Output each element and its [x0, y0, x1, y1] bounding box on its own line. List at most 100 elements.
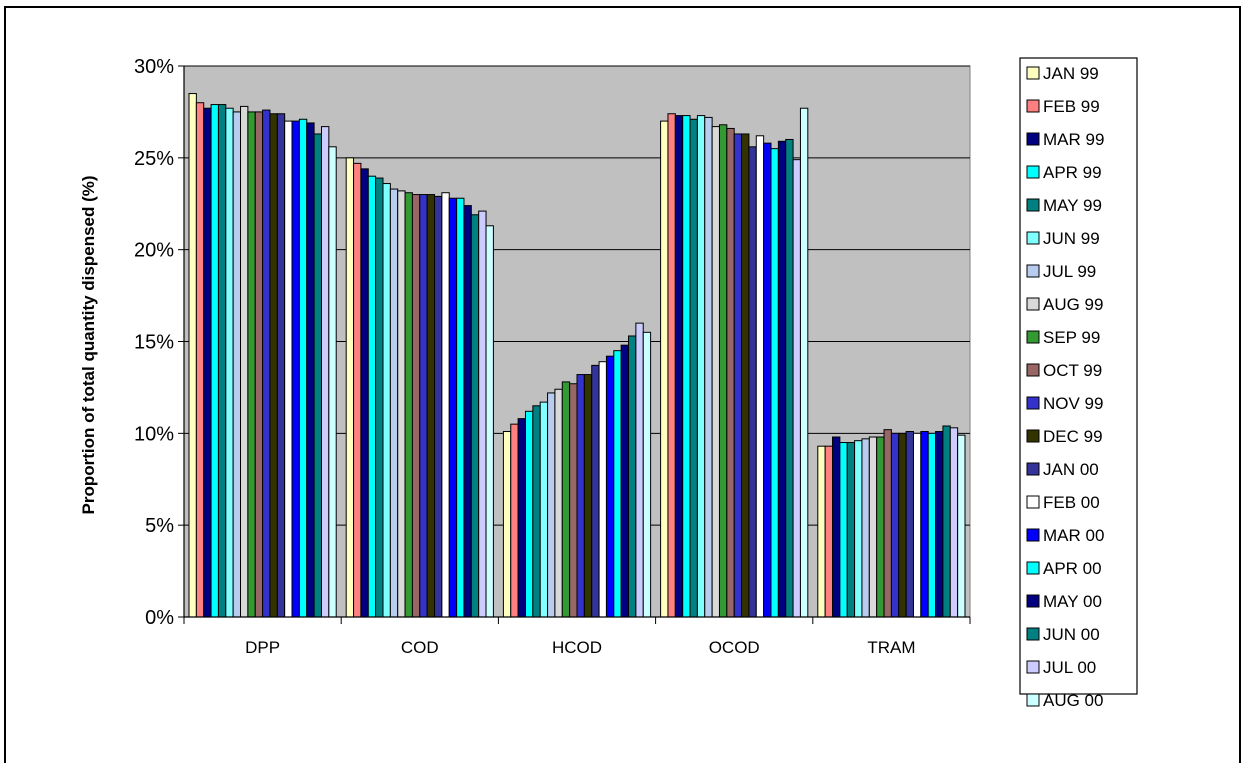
y-tick-label: 5%: [145, 515, 174, 537]
legend-label: DEC 99: [1043, 427, 1103, 446]
bar: [696, 115, 706, 618]
bar: [463, 205, 472, 618]
y-tick-label: 25%: [134, 148, 174, 170]
bar: [284, 120, 293, 618]
legend-swatch: [1026, 693, 1040, 707]
bar: [682, 115, 691, 618]
bar: [832, 436, 841, 618]
bar: [635, 322, 644, 618]
legend-swatch: [1026, 198, 1040, 212]
bar: [404, 192, 413, 618]
bar: [890, 432, 900, 618]
bar: [854, 440, 863, 618]
legend-label: JUN 99: [1043, 229, 1100, 248]
bar: [942, 425, 951, 618]
bar: [306, 122, 315, 618]
bar: [770, 148, 779, 618]
bar: [561, 381, 571, 618]
bar: [225, 107, 234, 618]
bar: [320, 126, 330, 618]
bar: [704, 116, 713, 618]
y-axis-ticks: 0% 5% 10% 15% 20% 25% 30%: [134, 56, 184, 629]
bar: [642, 331, 652, 618]
bar: [674, 115, 684, 618]
legend-swatch: [1026, 594, 1040, 608]
bar: [254, 111, 264, 618]
y-axis-label: Proportion of total quantity dispensed (…: [79, 175, 98, 514]
bar: [411, 194, 421, 618]
bar: [367, 175, 377, 618]
y-tick-label: 10%: [134, 423, 174, 445]
bar: [620, 344, 630, 618]
bar: [554, 388, 563, 618]
bar: [188, 93, 197, 618]
bar: [799, 107, 809, 618]
bar: [817, 445, 826, 618]
legend-label: FEB 99: [1043, 97, 1100, 116]
x-tick-label: COD: [401, 638, 439, 657]
bar: [569, 383, 578, 618]
bar: [777, 140, 787, 618]
bar: [419, 194, 428, 618]
bar: [203, 107, 212, 618]
bar: [792, 159, 801, 618]
legend-swatch: [1026, 396, 1040, 410]
legend-swatch: [1026, 627, 1040, 641]
legend-label: APR 99: [1043, 163, 1102, 182]
bar: [905, 431, 914, 618]
bar: [957, 434, 966, 618]
legend-swatch: [1026, 66, 1040, 80]
bar: [583, 374, 593, 618]
bar: [689, 118, 698, 618]
bar: [345, 157, 355, 618]
y-tick-label: 15%: [134, 332, 174, 354]
legend-label: JAN 00: [1043, 460, 1099, 479]
bar: [524, 410, 534, 618]
bar: [353, 162, 362, 618]
bar: [328, 146, 337, 618]
bar: [247, 111, 256, 618]
legend-swatch: [1026, 99, 1040, 113]
legend-label: JUN 00: [1043, 625, 1100, 644]
x-tick-label: TRAM: [867, 638, 915, 657]
legend-label: OCT 99: [1043, 361, 1102, 380]
bar: [434, 195, 443, 618]
bar: [733, 133, 743, 618]
legend-label: AUG 99: [1043, 295, 1103, 314]
legend-label: MAY 00: [1043, 592, 1102, 611]
legend-swatch: [1026, 165, 1040, 179]
bar: [846, 442, 856, 618]
bar: [470, 214, 480, 618]
x-tick-label: DPP: [245, 638, 280, 657]
bar: [262, 109, 271, 618]
legend-swatch: [1026, 264, 1040, 278]
x-tick-label: OCOD: [709, 638, 760, 657]
bar: [785, 138, 794, 618]
bar: [195, 102, 205, 618]
bar: [667, 113, 676, 618]
legend-label: NOV 99: [1043, 394, 1103, 413]
legend-swatch: [1026, 561, 1040, 575]
bar: [868, 436, 878, 618]
legend-label: JUL 99: [1043, 262, 1096, 281]
legend-label: APR 00: [1043, 559, 1102, 578]
bar: [485, 225, 494, 618]
bar: [426, 194, 436, 618]
bar: [382, 183, 391, 618]
bar: [313, 133, 322, 618]
bar: [598, 361, 607, 618]
bar: [839, 442, 848, 618]
bar: [883, 429, 892, 618]
bar: [660, 120, 669, 618]
bar: [389, 188, 399, 618]
bar: [726, 127, 735, 618]
legend-swatch: [1026, 231, 1040, 245]
legend-swatch: [1026, 660, 1040, 674]
bar: [232, 111, 242, 618]
bar: [605, 355, 615, 618]
bar: [613, 350, 622, 618]
bar: [763, 142, 772, 618]
legend-swatch: [1026, 363, 1040, 377]
legend-label: MAR 99: [1043, 130, 1104, 149]
